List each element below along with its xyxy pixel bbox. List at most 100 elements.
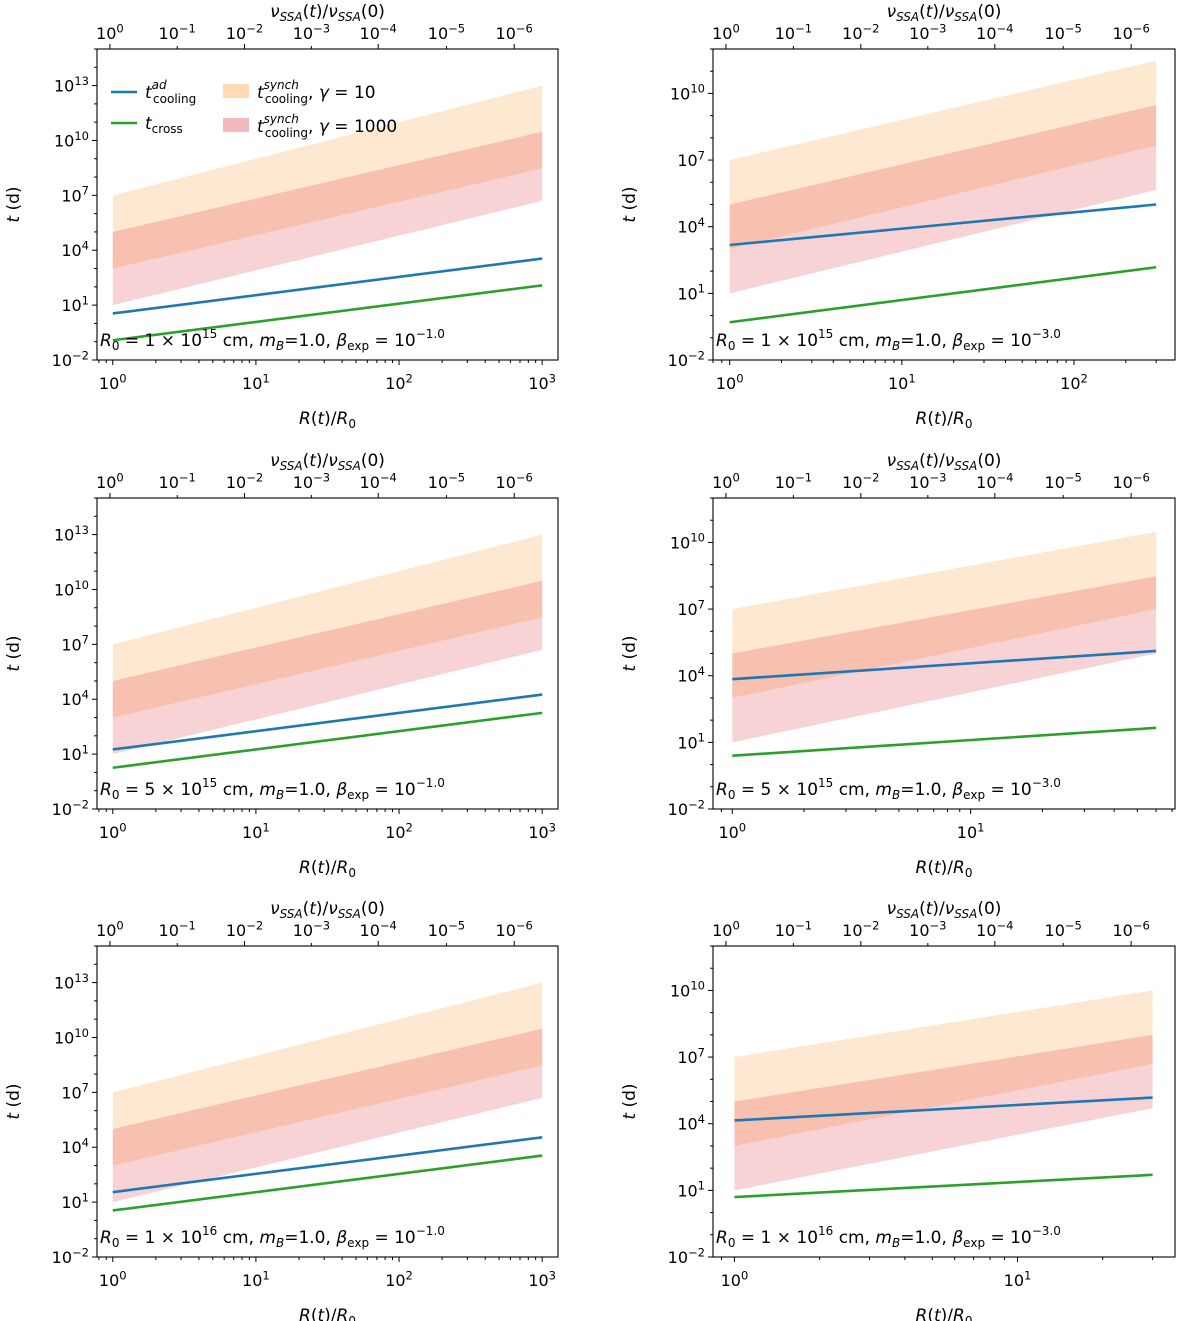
y-tick-label: 1010 (54, 578, 89, 600)
x2-tick-label: 10−2 (226, 21, 263, 43)
line-t-cross (112, 1154, 543, 1212)
band-synch-gamma-1000 (112, 131, 543, 306)
y-tick-label: 101 (61, 1190, 89, 1212)
panel-4: 100 101 10−2 101 104 107 1010 100 10−2 10−4 10−6 10… (620, 451, 1176, 880)
x2-tick-label: 10−4 (360, 21, 397, 43)
x2-tick-label: 100 (96, 918, 124, 940)
x2-tick-label: 10−4 (360, 470, 397, 492)
legend-swatch-synch1000 (223, 118, 249, 132)
x2-tick-label: 10−5 (1045, 21, 1082, 43)
x-axis-label: R(t)/R0 (299, 409, 356, 431)
axes-frame (96, 945, 559, 1258)
x2-tick-label: 10−4 (976, 21, 1013, 43)
panel-2: 100 101 102 10−2 101 104 107 1010 100 10−2 10−4 10−… (620, 2, 1176, 431)
y-tick-label: 107 (61, 1081, 89, 1103)
x-tick-label: 101 (242, 1268, 270, 1290)
line-t-cooling-ad (112, 1135, 543, 1194)
y-tick-label: 104 (61, 1136, 89, 1158)
x2-tick-label: 10−1 (775, 918, 812, 940)
x2-tick-label: 10−3 (293, 21, 330, 43)
y-tick-label: 107 (677, 148, 705, 170)
y-tick-label: 1010 (670, 82, 705, 104)
x2-tick-label: 10−6 (496, 21, 533, 43)
y-tick-label: 104 (677, 1112, 705, 1134)
y-tick-label: 1013 (54, 74, 89, 96)
y-axis-label: t (d) (620, 1083, 640, 1119)
y-tick-label: 101 (61, 742, 89, 764)
x-tick-label: 101 (242, 820, 270, 842)
parameter-annotation: R0 = 1 × 1016 cm, mB=1.0, βexp = 10−1.0 (100, 1224, 445, 1250)
x-tick-label: 100 (99, 820, 127, 842)
band-synch-gamma-1000 (732, 576, 1157, 743)
x2-tick-label: 10−3 (909, 470, 946, 492)
line-t-cross (112, 711, 543, 770)
x2-tick-label: 10−3 (293, 470, 330, 492)
y-axis-label: t (d) (620, 186, 640, 222)
line-t-cooling-ad (729, 203, 1157, 247)
legend-label-ad: tad cooling (145, 78, 196, 106)
y-axis-label: t (d) (4, 1083, 24, 1119)
x-tick-label: 102 (385, 1268, 413, 1290)
x-axis-label: R(t)/R0 (299, 858, 356, 880)
line-t-cross (729, 265, 1157, 324)
x2-axis-label: νSSA(t)/νSSA(0) (887, 451, 1002, 473)
y-tick-label: 10−2 (668, 348, 705, 370)
x-tick-label: 100 (721, 1268, 749, 1290)
y-tick-label: 104 (61, 239, 89, 261)
line-t-cooling-ad (732, 649, 1157, 681)
x-axis-label: R(t)/R0 (916, 858, 973, 880)
line-t-cooling-ad (734, 1096, 1153, 1122)
line-t-cooling-ad (112, 693, 543, 751)
x-tick-label: 102 (385, 820, 413, 842)
panel-5: 100 101 102 103 10−2 101 104 107 1010 1013 100 10−2… (4, 899, 559, 1321)
x2-axis-label: νSSA(t)/νSSA(0) (887, 899, 1002, 921)
y-tick-label: 101 (677, 731, 705, 753)
y-tick-label: 1010 (54, 1026, 89, 1048)
x2-tick-label: 10−5 (428, 21, 465, 43)
x2-tick-label: 10−2 (226, 470, 263, 492)
x2-tick-label: 10−1 (159, 21, 196, 43)
x-axis-label: R(t)/R0 (299, 1306, 356, 1321)
x-tick-label: 100 (99, 1268, 127, 1290)
line-t-cooling-ad (112, 257, 543, 315)
line-t-cross (732, 726, 1157, 758)
parameter-annotation: R0 = 1 × 1015 cm, mB=1.0, βexp = 10−1.0 (100, 327, 445, 353)
parameter-annotation: R0 = 1 × 1015 cm, mB=1.0, βexp = 10−3.0 (716, 327, 1061, 353)
y-tick-label: 107 (61, 633, 89, 655)
line-t-cross (112, 284, 543, 342)
y-tick-label: 10−2 (668, 797, 705, 819)
panel-1: 100 101 102 103 10−2 101 104 107 1010 1013 100 10−2… (4, 2, 559, 431)
y-tick-label: 10−2 (668, 1245, 705, 1267)
x2-tick-label: 10−2 (842, 21, 879, 43)
plot-area (729, 60, 1157, 324)
y-tick-label: 1013 (54, 971, 89, 993)
legend-swatch-synch10 (223, 84, 249, 98)
y-axis-label: t (d) (620, 635, 640, 671)
x2-tick-label: 10−6 (1112, 470, 1149, 492)
x2-tick-label: 10−4 (976, 470, 1013, 492)
y-tick-label: 104 (61, 688, 89, 710)
x-tick-label: 101 (888, 371, 916, 393)
y-tick-label: 10−2 (52, 797, 89, 819)
x2-tick-label: 10−6 (1112, 21, 1149, 43)
y-tick-label: 107 (677, 1045, 705, 1067)
plot-area (112, 982, 543, 1212)
x2-tick-label: 10−1 (159, 470, 196, 492)
x2-tick-label: 100 (712, 918, 740, 940)
x-tick-label: 102 (385, 371, 413, 393)
x2-axis-label: νSSA(t)/νSSA(0) (270, 451, 385, 473)
x2-tick-label: 10−2 (226, 918, 263, 940)
plot-area (112, 85, 543, 342)
x-tick-label: 102 (1060, 371, 1088, 393)
x-axis-label: R(t)/R0 (916, 1306, 973, 1321)
x2-tick-label: 10−5 (428, 470, 465, 492)
x2-tick-label: 10−2 (842, 470, 879, 492)
parameter-annotation: R0 = 1 × 1016 cm, mB=1.0, βexp = 10−3.0 (716, 1224, 1061, 1250)
x2-axis-label: νSSA(t)/νSSA(0) (270, 2, 385, 24)
x-tick-label: 101 (1004, 1268, 1032, 1290)
x2-tick-label: 100 (96, 21, 124, 43)
x2-tick-label: 10−2 (842, 918, 879, 940)
plot-area (112, 534, 543, 770)
legend-label-synch10: tsynch cooling, γ = 10 (257, 78, 376, 106)
